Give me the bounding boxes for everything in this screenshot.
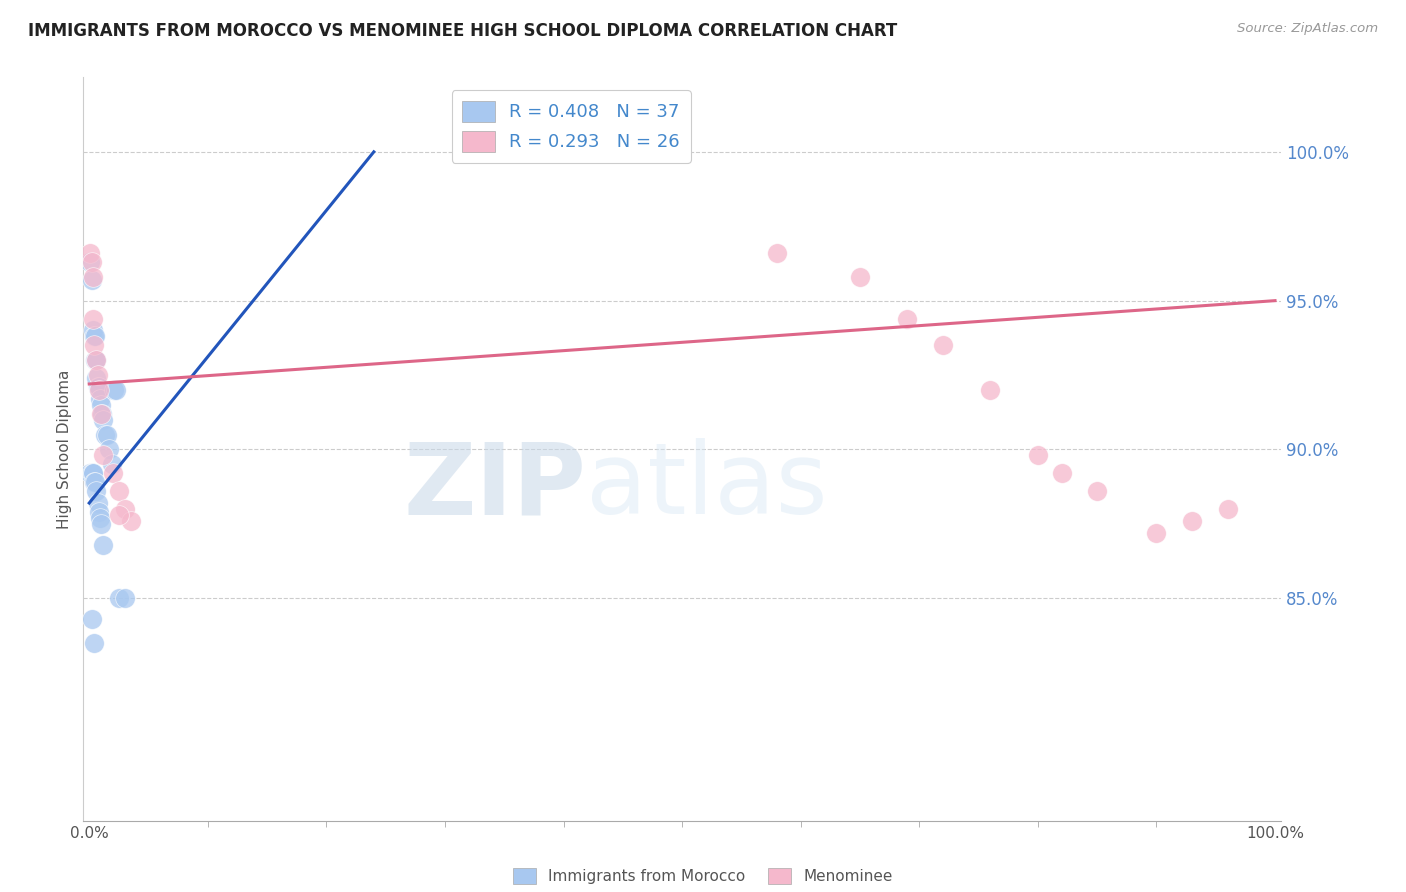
Point (108, 508, 131, 522)
Point (80, 467, 103, 481)
Point (114, 502, 136, 516)
Y-axis label: High School Diploma: High School Diploma (58, 370, 72, 529)
Point (849, 269, 872, 284)
Point (82, 323, 104, 337)
Point (1146, 525, 1168, 540)
Point (93, 538, 115, 552)
Point (86, 368, 108, 382)
Point (84, 329, 107, 343)
Text: ZIP: ZIP (404, 438, 586, 535)
Legend: Immigrants from Morocco, Menominee: Immigrants from Morocco, Menominee (513, 869, 893, 884)
Point (120, 514, 142, 528)
Point (86, 496, 108, 510)
Point (82, 467, 104, 481)
Point (93, 449, 115, 463)
Point (86, 484, 108, 499)
Point (1181, 514, 1204, 528)
Point (1026, 449, 1049, 463)
Point (80, 273, 103, 287)
Point (979, 383, 1001, 397)
Point (896, 311, 918, 326)
Point (83, 636, 105, 650)
Point (83, 475, 105, 490)
Point (90, 398, 112, 412)
Legend: R = 0.408   N = 37, R = 0.293   N = 26: R = 0.408 N = 37, R = 0.293 N = 26 (451, 90, 690, 162)
Point (87, 505, 110, 519)
Point (91, 407, 114, 421)
Point (89, 392, 111, 406)
Point (87, 380, 110, 394)
Point (86, 371, 108, 385)
Point (1085, 484, 1108, 499)
Point (87, 383, 110, 397)
Point (98, 442, 121, 457)
Point (86, 353, 108, 368)
Text: IMMIGRANTS FROM MOROCCO VS MENOMINEE HIGH SCHOOL DIPLOMA CORRELATION CHART: IMMIGRANTS FROM MOROCCO VS MENOMINEE HIG… (28, 22, 897, 40)
Point (80, 255, 103, 269)
Point (96, 427, 118, 442)
Point (1216, 502, 1239, 516)
Point (83, 329, 105, 343)
Point (83, 338, 105, 352)
Point (84, 353, 107, 368)
Point (79, 467, 101, 481)
Point (80, 612, 103, 626)
Point (90, 407, 112, 421)
Point (90, 516, 112, 531)
Point (108, 484, 131, 499)
Point (89, 511, 111, 525)
Point (100, 458, 122, 472)
Text: Source: ZipAtlas.com: Source: ZipAtlas.com (1237, 22, 1378, 36)
Point (108, 591, 131, 606)
Point (79, 246, 101, 260)
Point (84, 475, 107, 490)
Point (1050, 467, 1073, 481)
Point (87, 383, 110, 397)
Point (79, 255, 101, 269)
Point (93, 413, 115, 427)
Point (82, 467, 104, 481)
Point (82, 269, 104, 284)
Point (86, 353, 108, 368)
Point (82, 311, 104, 326)
Point (766, 246, 789, 260)
Point (93, 427, 115, 442)
Text: atlas: atlas (586, 438, 828, 535)
Point (932, 338, 955, 352)
Point (105, 383, 128, 397)
Point (103, 383, 125, 397)
Point (86, 380, 108, 394)
Point (101, 467, 124, 481)
Point (114, 591, 136, 606)
